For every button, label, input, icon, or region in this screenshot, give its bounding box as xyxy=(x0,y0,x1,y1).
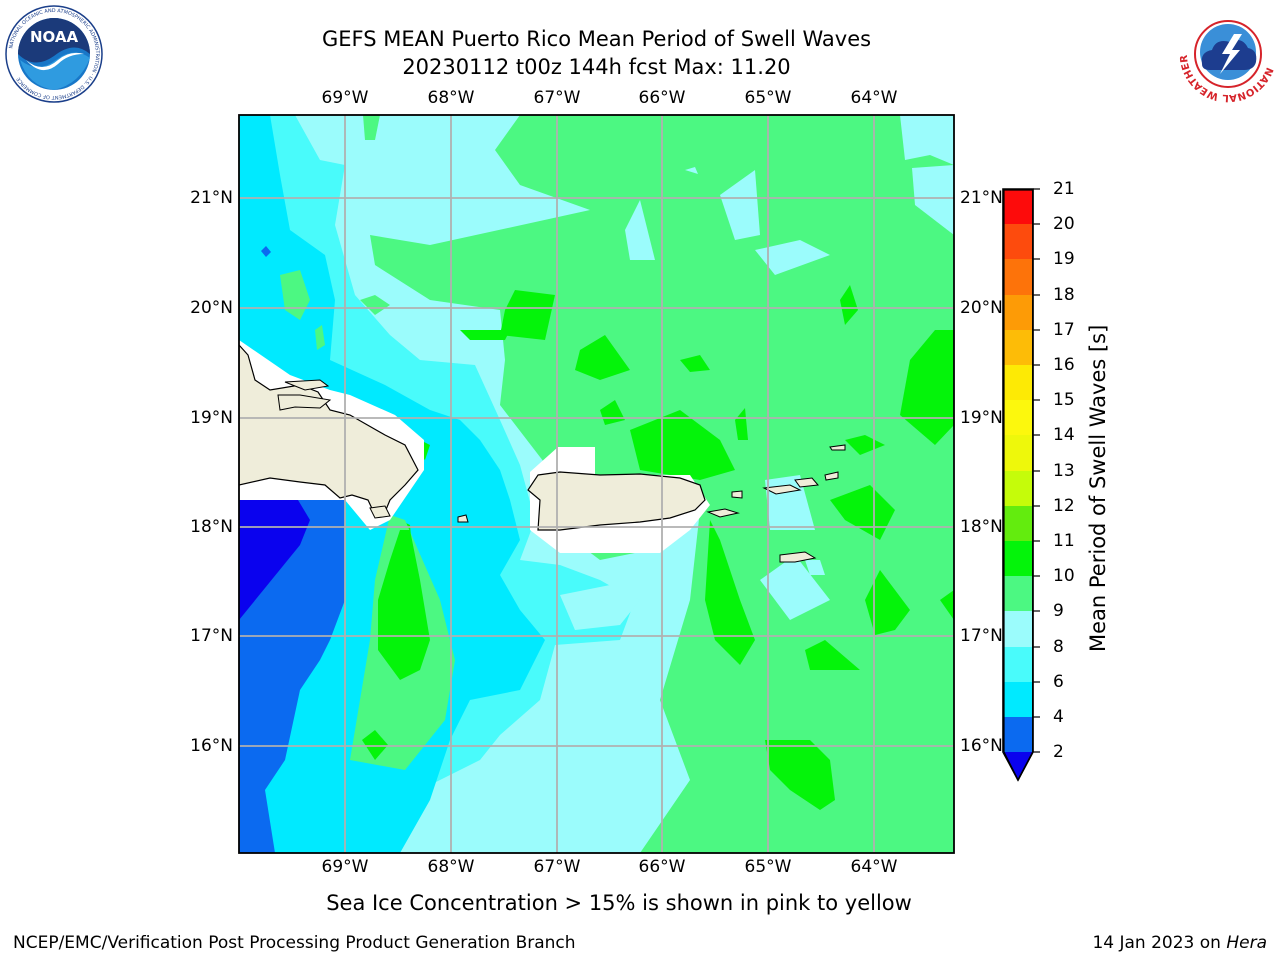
colorbar-tick-label: 6 xyxy=(1053,672,1064,692)
lon-label-bottom: 65°W xyxy=(744,857,792,877)
colorbar-tick-label: 15 xyxy=(1053,390,1075,410)
footer-right: 14 Jan 2023 on Hera xyxy=(1092,933,1267,953)
colorbar-overlay xyxy=(1003,189,1034,781)
footer-date: 14 Jan 2023 on xyxy=(1092,933,1227,953)
lat-label-right: 16°N xyxy=(960,736,1003,756)
noaa-logo-text: NOAA xyxy=(30,28,79,46)
colorbar-tick-marks xyxy=(1033,188,1040,753)
footer-host: Hera xyxy=(1226,933,1267,953)
lat-label-left: 20°N xyxy=(190,298,233,318)
lat-label-left: 19°N xyxy=(190,408,233,428)
sea-ice-caption-text: Sea Ice Concentration > 15% is shown in … xyxy=(326,891,912,915)
colorbar-tick-label: 10 xyxy=(1053,566,1075,586)
sea-ice-caption: Sea Ice Concentration > 15% is shown in … xyxy=(0,891,1280,915)
lon-label-top: 67°W xyxy=(533,88,581,108)
colorbar-tick-label: 12 xyxy=(1053,496,1075,516)
map-grid xyxy=(239,115,954,853)
colorbar-tick-label: 16 xyxy=(1053,355,1075,375)
colorbar-tick-label: 9 xyxy=(1053,601,1064,621)
lat-label-right: 17°N xyxy=(960,626,1003,646)
colorbar-tick-label: 20 xyxy=(1053,214,1075,234)
lat-label-left: 16°N xyxy=(190,736,233,756)
lat-label-right: 19°N xyxy=(960,408,1003,428)
colorbar-tick-label: 4 xyxy=(1053,707,1064,727)
lat-label-left: 17°N xyxy=(190,626,233,646)
lat-label-left: 18°N xyxy=(190,517,233,537)
colorbar-tick-label: 19 xyxy=(1053,249,1075,269)
colorbar-tick-label: 8 xyxy=(1053,637,1064,657)
lon-label-top: 65°W xyxy=(744,88,792,108)
colorbar-tick-label: 2 xyxy=(1053,742,1064,762)
field-10-11s xyxy=(500,290,555,340)
lon-label-top: 68°W xyxy=(427,88,475,108)
lon-label-bottom: 64°W xyxy=(850,857,898,877)
puerto-rico-land xyxy=(527,471,706,531)
map-frame xyxy=(238,114,955,854)
colorbar-tick-label: 13 xyxy=(1053,461,1075,481)
colorbar-tick-label: 18 xyxy=(1053,285,1075,305)
nws-logo-icon: NATIONAL WEATHER SERVICE xyxy=(1178,4,1276,103)
field-below-2s xyxy=(239,470,310,620)
lat-label-right: 18°N xyxy=(960,517,1003,537)
lon-label-bottom: 68°W xyxy=(427,857,475,877)
field-2-4s xyxy=(239,500,345,853)
lon-label-bottom: 66°W xyxy=(638,857,686,877)
colorbar-tick-label: 14 xyxy=(1053,425,1075,445)
noaa-logo-icon: NOAA NATIONAL OCEANIC AND ATMOSPHERIC AD… xyxy=(5,5,103,103)
colorbar-tick-label: 17 xyxy=(1053,320,1075,340)
lon-label-top: 66°W xyxy=(638,88,686,108)
colorbar-label: Mean Period of Swell Waves [s] xyxy=(1086,324,1110,652)
footer-left: NCEP/EMC/Verification Post Processing Pr… xyxy=(13,933,576,953)
lat-label-right: 20°N xyxy=(960,298,1003,318)
lat-label-left: 21°N xyxy=(190,188,233,208)
swell-period-field xyxy=(239,115,954,853)
chart-title: GEFS MEAN Puerto Rico Mean Period of Swe… xyxy=(321,27,872,51)
lon-label-top: 69°W xyxy=(321,88,369,108)
colorbar-tick-label: 21 xyxy=(1053,179,1075,199)
lon-label-bottom: 69°W xyxy=(321,857,369,877)
lon-label-bottom: 67°W xyxy=(533,857,581,877)
lat-label-right: 21°N xyxy=(960,188,1003,208)
chart-subtitle: 20230112 t00z 144h fcst Max: 11.20 xyxy=(402,55,791,79)
colorbar-tick-label: 11 xyxy=(1053,531,1075,551)
hispaniola-land xyxy=(239,344,419,516)
field-8-9s-ne xyxy=(900,115,954,165)
lon-label-top: 64°W xyxy=(850,88,898,108)
